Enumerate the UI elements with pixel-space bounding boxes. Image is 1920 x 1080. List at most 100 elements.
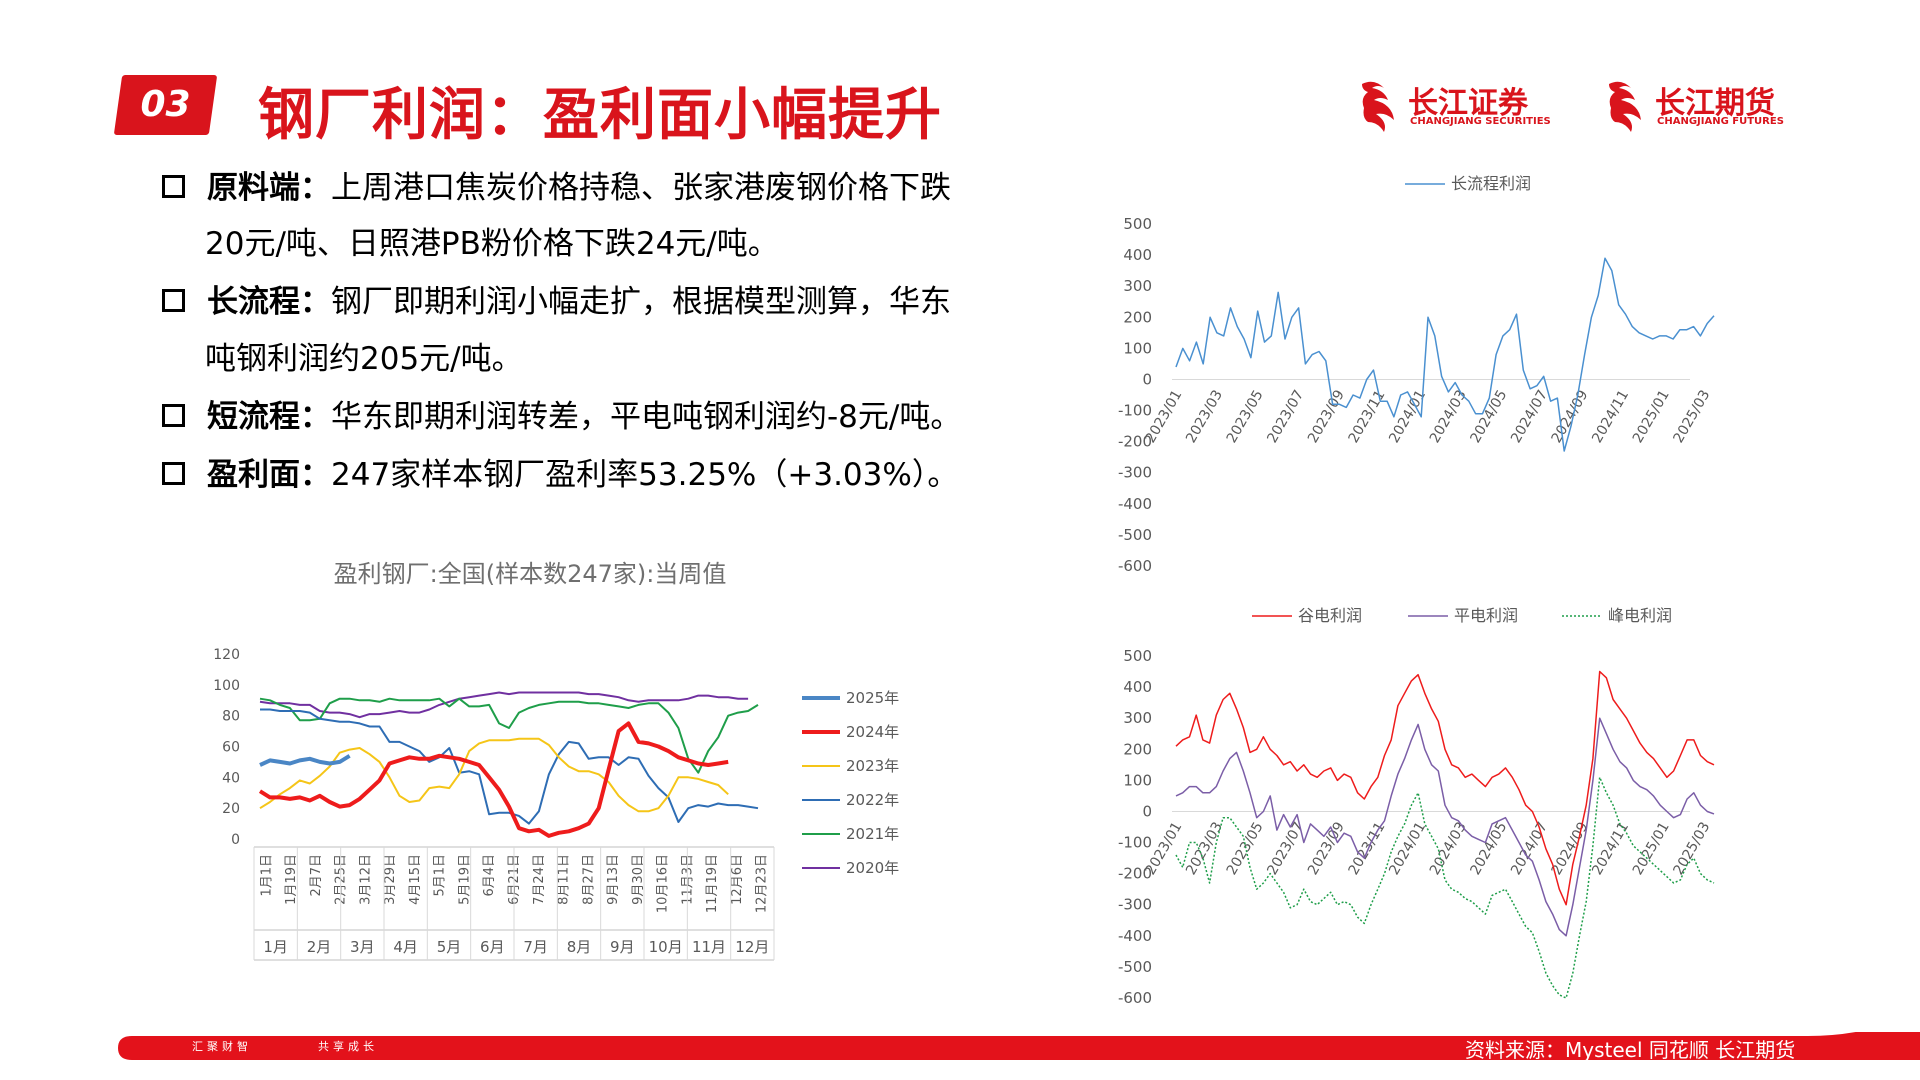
- x-tick-label: 2023/11: [1346, 819, 1389, 877]
- y-tick-label: 500: [1123, 647, 1152, 665]
- series-line: [259, 697, 759, 774]
- short-process-profit-chart: 谷电利润 平电利润 峰电利润 500 400 300 200 100 0 -100 -200 -300…: [1118, 606, 1715, 1007]
- legend-label: 谷电利润: [1298, 606, 1362, 625]
- x-tick-label: 2024/09: [1549, 819, 1592, 877]
- month-label: 1月: [263, 938, 288, 956]
- phoenix-icon: [1362, 81, 1394, 132]
- y-tick-label: 100: [213, 678, 240, 694]
- footer-source: 资料来源：Mysteel 同花顺 长江期货: [1465, 1038, 1796, 1062]
- y-tick-label: -600: [1118, 989, 1152, 1007]
- chart-title: 盈利钢厂:全国(样本数247家):当周值: [334, 560, 727, 588]
- y-tick-label: 0: [1142, 802, 1152, 820]
- y-tick-label: -600: [1118, 557, 1152, 575]
- x-tick-label: 3月29日: [383, 854, 398, 905]
- x-tick-label: 6月4日: [482, 854, 497, 897]
- y-tick-label: 400: [1123, 246, 1152, 264]
- y-tick-label: 200: [1123, 740, 1152, 758]
- page-title: 钢厂利润：盈利面小幅提升: [258, 83, 942, 148]
- month-label: 5月: [437, 938, 462, 956]
- x-tick-label: 3月12日: [358, 854, 373, 905]
- profitable-mills-chart: 盈利钢厂:全国(样本数247家):当周值 0 20 40 60 80 100 120 1月1日 1…: [213, 560, 899, 961]
- x-tick-label: 2023/09: [1305, 819, 1348, 877]
- x-tick-label: 8月27日: [581, 854, 596, 905]
- x-tick-label: 4月15日: [408, 854, 423, 905]
- x-tick-label: 1月1日: [259, 854, 274, 897]
- checkbox-icon: [162, 175, 185, 198]
- bullet-text: 钢厂即期利润小幅走扩，根据模型测算，华东: [331, 284, 951, 320]
- x-tick-label: 7月24日: [532, 854, 547, 905]
- x-tick-label: 8月11日: [557, 854, 572, 905]
- legend-label: 2021年: [846, 825, 899, 843]
- x-tick-label: 2024/05: [1467, 819, 1510, 877]
- x-tick-label: 5月1日: [433, 854, 448, 897]
- y-tick-label: -500: [1118, 526, 1152, 544]
- bullet-text: 247家样本钢厂盈利率53.25%（+3.03%）。: [331, 457, 959, 493]
- bullet-long-process: 长流程：钢厂即期利润小幅走扩，根据模型测算，华东: [162, 276, 951, 321]
- y-tick-label: -400: [1118, 927, 1152, 945]
- y-tick-label: -400: [1118, 495, 1152, 513]
- x-tick-label: 2023/09: [1305, 387, 1348, 445]
- y-tick-label: 400: [1123, 678, 1152, 696]
- x-tick-label: 2025/01: [1630, 387, 1673, 445]
- series-line: [258, 721, 729, 838]
- x-tick-label: 10月16日: [656, 854, 671, 913]
- bullet-text: 上周港口焦炭价格持稳、张家港废钢价格下跌: [331, 170, 951, 206]
- x-tick-label: 2023/05: [1224, 387, 1267, 445]
- x-tick-label: 2月7日: [309, 854, 324, 897]
- y-tick-label: 0: [1142, 370, 1152, 388]
- x-tick-label: 2025/01: [1630, 819, 1673, 877]
- y-tick-label: 60: [222, 740, 240, 756]
- y-tick-label: -100: [1118, 402, 1152, 420]
- logo-futures-cn: 长江期货: [1655, 86, 1775, 121]
- legend-label: 长流程利润: [1451, 174, 1531, 193]
- series-line: [259, 737, 729, 813]
- month-label: 6月: [480, 938, 505, 956]
- month-label: 8月: [567, 938, 592, 956]
- x-tick-label: 2024/09: [1549, 387, 1592, 445]
- x-tick-label: 12月6日: [730, 854, 745, 905]
- legend-label: 2022年: [846, 791, 899, 809]
- month-label: 12月: [735, 938, 769, 956]
- y-tick-label: 40: [222, 770, 240, 786]
- legend-label: 峰电利润: [1608, 606, 1672, 625]
- bullet-key: 盈利面：: [207, 457, 331, 493]
- month-label: 2月: [307, 938, 332, 956]
- series-line: [1175, 670, 1715, 906]
- x-tick-label: 2024/11: [1589, 387, 1632, 445]
- month-label: 3月: [350, 938, 375, 956]
- legend-label: 2024年: [846, 723, 899, 741]
- y-tick-label: 120: [213, 647, 240, 663]
- y-tick-label: -200: [1118, 865, 1152, 883]
- month-label: 4月: [393, 938, 418, 956]
- bullet-raw-materials: 原料端：上周港口焦炭价格持稳、张家港废钢价格下跌: [162, 162, 951, 207]
- bullet-profitability: 盈利面：247家样本钢厂盈利率53.25%（+3.03%）。: [162, 449, 958, 494]
- month-label: 7月: [523, 938, 548, 956]
- footer-slogan-left: 汇聚财智: [192, 1040, 252, 1053]
- month-label: 10月: [649, 938, 683, 956]
- section-badge: 03: [113, 75, 218, 135]
- checkbox-icon: [162, 462, 185, 485]
- y-tick-label: 500: [1123, 215, 1152, 233]
- y-tick-label: 100: [1123, 771, 1152, 789]
- y-tick-label: 0: [231, 832, 240, 848]
- y-tick-label: 20: [222, 801, 240, 817]
- bullet-continuation: 吨钢利润约205元/吨。: [205, 341, 523, 377]
- logo-securities-en: CHANGJIANG SECURITIES: [1410, 116, 1551, 127]
- bullet-key: 长流程：: [207, 284, 331, 320]
- series-line: [259, 691, 749, 719]
- y-tick-label: 300: [1123, 277, 1152, 295]
- long-process-profit-chart: 长流程利润 500 400 300 200 100 0 -100 -200 -300 -400 -50…: [1118, 174, 1715, 575]
- phoenix-icon: [1609, 81, 1641, 132]
- bullet-continuation: 20元/吨、日照港PB粉价格下跌24元/吨。: [205, 226, 779, 262]
- checkbox-icon: [162, 289, 185, 312]
- legend-label: 2025年: [846, 689, 899, 707]
- y-tick-label: -200: [1118, 433, 1152, 451]
- bullet-key: 短流程：: [207, 399, 331, 435]
- y-tick-label: -300: [1118, 464, 1152, 482]
- logo-securities-cn: 长江证券: [1408, 86, 1528, 121]
- x-tick-label: 2023/07: [1264, 387, 1307, 445]
- y-tick-label: -100: [1118, 834, 1152, 852]
- footer-bar: [118, 1032, 1920, 1060]
- x-tick-label: 2024/07: [1508, 819, 1551, 877]
- x-tick-label: 9月13日: [606, 854, 621, 905]
